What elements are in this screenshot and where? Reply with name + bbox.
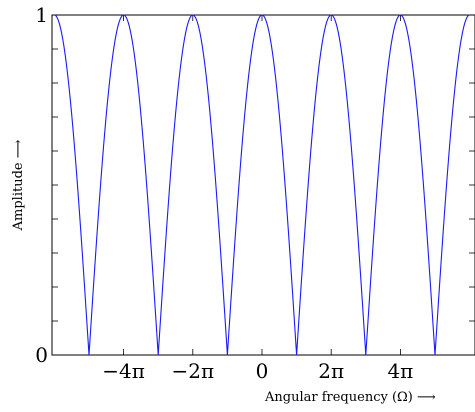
y-tick-label: 0 — [35, 343, 48, 367]
plot-frame — [51, 14, 475, 356]
x-axis-ticks — [123, 15, 401, 355]
y-tick-label: 1 — [35, 3, 48, 27]
y-axis-ticks — [52, 14, 475, 356]
x-tick-label: 0 — [256, 359, 269, 383]
x-tick-labels: −4π −2π 0 2π 4π — [102, 359, 413, 383]
x-tick-label: −4π — [102, 359, 145, 383]
x-tick-label: 4π — [387, 359, 413, 383]
x-tick-label: 2π — [318, 359, 344, 383]
x-axis-label: Angular frequency (Ω) ⟶ — [264, 390, 436, 405]
y-axis-label: Amplitude ⟶ — [11, 139, 26, 231]
y-tick-labels: 01 — [35, 3, 48, 367]
series-line — [54, 14, 470, 356]
x-tick-label: −2π — [171, 359, 214, 383]
